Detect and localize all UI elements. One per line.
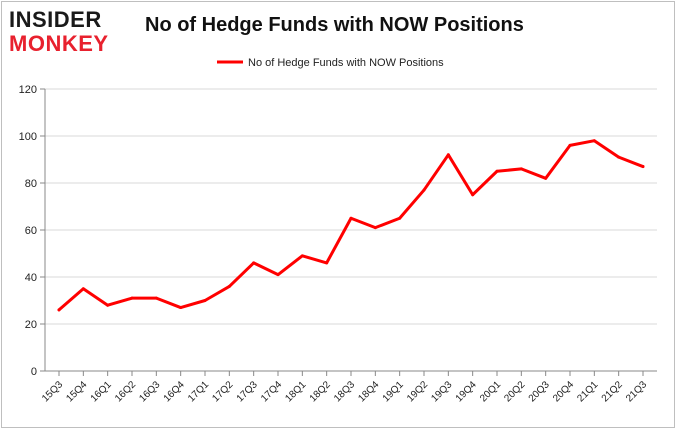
- data-point: [446, 153, 450, 157]
- x-tick-label: 21Q2: [600, 379, 625, 404]
- x-tick-label: 17Q2: [210, 379, 235, 404]
- y-tick-label: 20: [25, 319, 37, 331]
- data-point: [544, 176, 548, 180]
- x-tick-label: 16Q4: [162, 379, 187, 404]
- data-point: [568, 143, 572, 147]
- data-point: [106, 303, 110, 307]
- x-tick-label: 18Q1: [283, 379, 308, 404]
- x-tick-label: 19Q4: [454, 379, 479, 404]
- series-group: [57, 139, 645, 312]
- x-axis-ticks: 15Q3 15Q4 16Q1 16Q2 16Q3 16Q4 17Q1 17Q2 17Q3 17Q4…: [40, 371, 649, 404]
- data-point: [203, 299, 207, 302]
- x-tick-label: 21Q1: [575, 379, 600, 404]
- chart-title: No of Hedge Funds with NOW Positions: [145, 14, 524, 36]
- grid: [45, 88, 657, 372]
- legend-label: No of Hedge Funds with NOW Positions: [248, 57, 444, 69]
- data-point: [276, 273, 280, 277]
- data-point: [422, 188, 426, 192]
- logo-text-bottom: MONKEY: [9, 31, 109, 56]
- data-point: [300, 254, 304, 258]
- data-point: [154, 296, 158, 300]
- x-tick-label: 20Q2: [502, 379, 527, 404]
- x-tick-label: 16Q1: [89, 379, 114, 404]
- x-tick-label: 18Q2: [308, 379, 333, 404]
- legend: No of Hedge Funds with NOW Positions: [217, 57, 444, 69]
- x-tick-label: 19Q2: [405, 379, 430, 404]
- y-tick-label: 60: [25, 225, 37, 237]
- x-tick-label: 20Q4: [551, 379, 576, 404]
- data-point: [227, 284, 231, 288]
- data-point: [592, 139, 596, 143]
- data-point: [373, 226, 377, 230]
- x-tick-label: 16Q2: [113, 379, 138, 404]
- x-tick-label: 16Q3: [137, 379, 162, 404]
- data-point: [471, 193, 475, 197]
- y-axis-ticks: 0 20 40 60 80 100 120: [19, 84, 45, 378]
- y-tick-label: 100: [19, 131, 37, 143]
- x-tick-label: 21Q3: [624, 379, 649, 404]
- y-tick-label: 80: [25, 178, 37, 190]
- y-tick-label: 120: [19, 84, 37, 96]
- x-tick-label: 19Q3: [429, 379, 454, 404]
- data-point: [130, 296, 134, 300]
- x-tick-label: 15Q4: [64, 379, 89, 404]
- data-point: [641, 165, 645, 169]
- x-tick-label: 17Q3: [235, 379, 260, 404]
- x-tick-label: 19Q1: [381, 379, 406, 404]
- x-tick-label: 20Q3: [527, 379, 552, 404]
- logo-text-top: INSIDER: [9, 7, 102, 32]
- x-tick-label: 18Q4: [356, 379, 381, 404]
- y-tick-label: 40: [25, 272, 37, 284]
- data-point: [495, 169, 499, 173]
- x-tick-label: 15Q3: [40, 379, 65, 404]
- data-point: [57, 308, 61, 312]
- y-tick-label: 0: [31, 366, 37, 378]
- data-point: [325, 261, 329, 265]
- x-tick-label: 17Q1: [186, 379, 211, 404]
- data-point: [519, 167, 523, 171]
- data-point: [349, 216, 353, 220]
- x-tick-label: 17Q4: [259, 379, 284, 404]
- data-point: [617, 155, 621, 159]
- data-point: [81, 287, 85, 291]
- data-point: [179, 306, 183, 310]
- data-point: [252, 261, 256, 265]
- series-line: [57, 139, 645, 312]
- data-point: [398, 216, 402, 220]
- x-tick-label: 18Q3: [332, 379, 357, 404]
- x-tick-label: 20Q1: [478, 379, 503, 404]
- insider-monkey-logo: INSIDER MONKEY: [9, 6, 127, 56]
